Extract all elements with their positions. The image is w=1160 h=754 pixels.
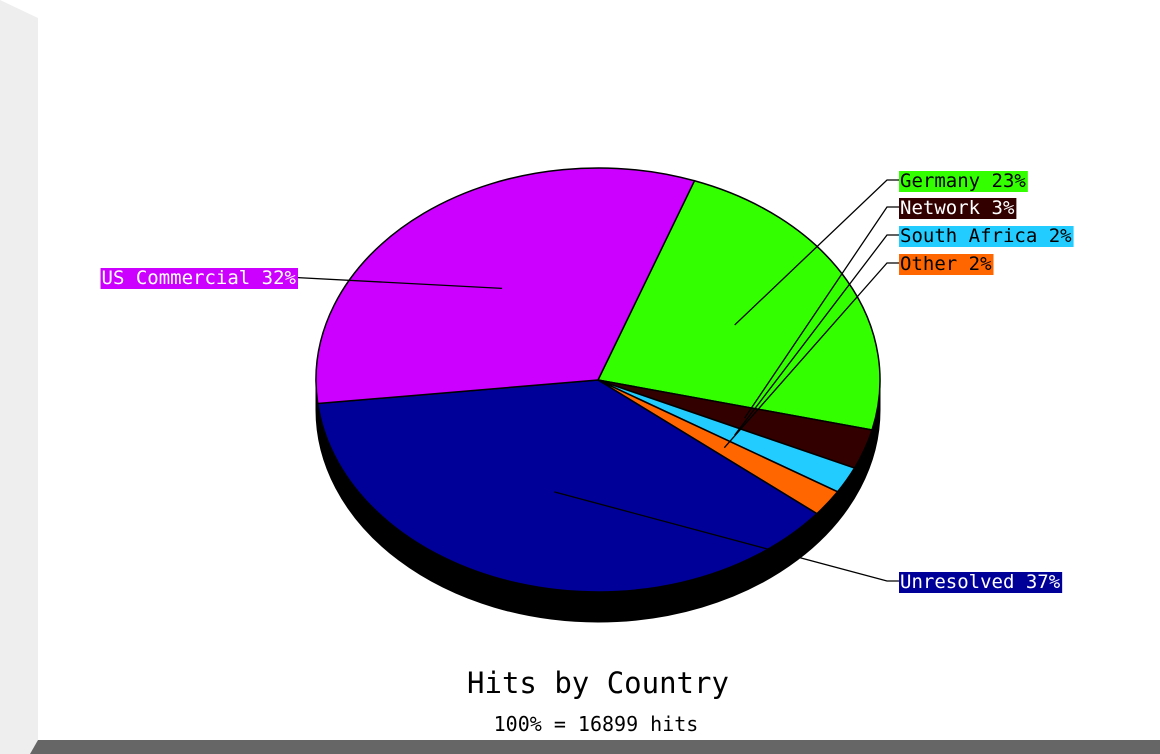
slice-label-text-germany: Germany 23% [900, 170, 1026, 192]
slice-label-bg-network [899, 198, 1017, 219]
pie-slice-us [315, 167, 696, 405]
slice-labels: Germany 23% Network 3% South Africa 2% Othe… [100, 170, 1074, 593]
leader-line-south [734, 234, 899, 436]
slice-label-text-us: US Commercial 32% [102, 267, 297, 289]
slice-label-bg-other [899, 254, 994, 275]
slice-label-bg-south [899, 226, 1074, 247]
pie-slice-unresolved [316, 379, 819, 593]
slice-label-germany: Germany 23% [899, 170, 1028, 192]
slice-label-text-network: Network 3% [900, 197, 1015, 219]
panel-left-bevel [0, 0, 38, 754]
pie-slice-germany [596, 179, 881, 431]
slice-label-other: Other 2% [899, 253, 994, 275]
slice-label-network: Network 3% [899, 197, 1017, 219]
slice-label-unresolved: Unresolved 37% [899, 571, 1063, 593]
leader-line-germany [734, 179, 899, 326]
slice-label-bg-unresolved [899, 572, 1063, 593]
slice-label-text-south: South Africa 2% [900, 225, 1072, 247]
slice-label-us: US Commercial 32% [100, 267, 298, 289]
slice-label-south: South Africa 2% [899, 225, 1074, 247]
slice-label-text-other: Other 2% [900, 253, 992, 275]
chart-subtitle: 100% = 16899 hits [494, 712, 699, 736]
slice-label-bg-germany [899, 171, 1028, 192]
leader-line-other [723, 262, 899, 449]
leader-line-network [744, 206, 899, 419]
chart-title: Hits by Country [467, 666, 729, 700]
pie-slices [315, 167, 881, 593]
slice-label-text-unresolved: Unresolved 37% [900, 571, 1061, 593]
panel-bottom-bevel [30, 740, 1160, 754]
leader-line-unresolved [554, 491, 899, 582]
slice-label-bg-us [100, 268, 298, 289]
